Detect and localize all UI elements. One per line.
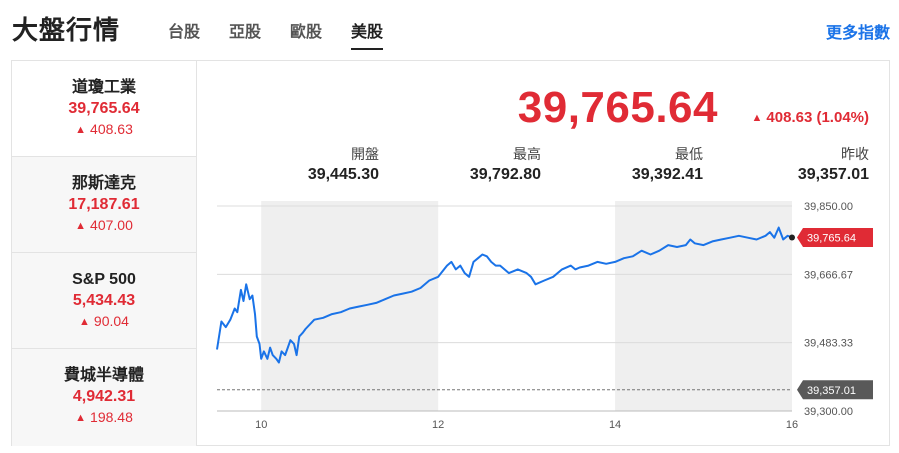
stat-prev-close: 昨收 39,357.01 <box>798 145 869 187</box>
series-line <box>216 226 793 364</box>
index-change: ▲ 408.63 <box>12 120 196 141</box>
index-value: 4,942.31 <box>72 388 136 405</box>
stat-label: 最低 <box>675 146 703 162</box>
index-change-value: 407.00 <box>90 217 133 233</box>
y-tick-label: 39,300.00 <box>804 406 853 418</box>
index-name: 道瓊工業 <box>71 79 136 96</box>
shaded-band <box>615 201 792 411</box>
index-value: 5,434.43 <box>72 292 136 309</box>
index-change-value: 408.63 <box>90 121 133 137</box>
price-change-value: 408.63 (1.04%) <box>766 109 869 126</box>
shaded-band <box>261 201 439 411</box>
index-name: 費城半導體 <box>63 367 144 384</box>
stat-label: 昨收 <box>841 146 869 162</box>
sidebar-item-sp500[interactable]: S&P 500 5,434.43 ▲ 90.04 <box>12 253 196 349</box>
stat-low: 最低 39,392.41 <box>632 145 703 187</box>
index-value: 17,187.61 <box>68 196 140 213</box>
up-triangle-icon: ▲ <box>75 124 87 136</box>
tab-label: 亞股 <box>229 24 262 41</box>
index-sidebar: 道瓊工業 39,765.64 ▲ 408.63 那斯達克 17,187.61 ▲ 4… <box>12 61 197 446</box>
last-value-tag <box>797 227 873 247</box>
index-name: 那斯達克 <box>71 175 136 192</box>
up-triangle-icon: ▲ <box>75 220 87 232</box>
price-change: ▲ 408.63 (1.04%) <box>752 109 869 126</box>
x-tick-label: 12 <box>432 419 444 431</box>
intraday-line-chart: 39,850.00 39,666.67 39,483.33 39,300.00 10 12… <box>216 201 873 431</box>
index-change: ▲ 90.04 <box>12 312 196 333</box>
last-value-label: 39,765.64 <box>807 232 856 244</box>
y-tick-label: 39,666.67 <box>804 269 853 281</box>
index-change: ▲ 198.48 <box>12 408 196 429</box>
stat-value: 39,357.01 <box>797 166 869 183</box>
index-name: S&P 500 <box>72 271 136 288</box>
stat-open: 開盤 39,445.30 <box>308 145 379 187</box>
x-tick-label: 14 <box>609 419 621 431</box>
sidebar-item-sox[interactable]: 費城半導體 4,942.31 ▲ 198.48 <box>12 349 196 445</box>
stat-label: 最高 <box>513 146 541 162</box>
y-tick-label: 39,850.00 <box>804 201 853 213</box>
index-change-value: 90.04 <box>93 313 129 329</box>
stat-label: 開盤 <box>351 146 379 162</box>
market-panel: 道瓊工業 39,765.64 ▲ 408.63 那斯達克 17,187.61 ▲ 4… <box>11 60 890 446</box>
tab-europe[interactable]: 歐股 <box>290 18 351 44</box>
tab-label: 台股 <box>168 24 201 41</box>
prev-close-label: 39,357.01 <box>807 385 856 397</box>
index-change-value: 198.48 <box>90 409 133 425</box>
tab-label: 歐股 <box>290 24 323 41</box>
page-title: 大盤行情 <box>12 15 121 45</box>
tab-label: 美股 <box>351 18 384 50</box>
up-triangle-icon: ▲ <box>75 412 87 424</box>
market-tabs: 台股 亞股 歐股 美股 <box>168 18 412 50</box>
tab-tw[interactable]: 台股 <box>168 18 229 44</box>
index-change: ▲ 407.00 <box>12 216 196 237</box>
sidebar-item-nasdaq[interactable]: 那斯達克 17,187.61 ▲ 407.00 <box>12 157 196 253</box>
y-tick-label: 39,483.33 <box>804 338 853 350</box>
tab-asia[interactable]: 亞股 <box>229 18 290 44</box>
tab-us[interactable]: 美股 <box>351 18 412 50</box>
up-triangle-icon: ▲ <box>79 316 90 328</box>
x-tick-label: 10 <box>255 419 267 431</box>
stat-value: 39,792.80 <box>469 166 541 183</box>
sidebar-item-dow[interactable]: 道瓊工業 39,765.64 ▲ 408.63 <box>12 61 196 157</box>
index-value: 39,765.64 <box>68 100 140 117</box>
last-point <box>789 234 795 241</box>
stat-high: 最高 39,792.80 <box>470 145 541 187</box>
up-triangle-icon: ▲ <box>751 112 763 124</box>
prev-close-tag <box>797 380 873 400</box>
x-tick-label: 16 <box>786 419 798 431</box>
more-indices-link[interactable]: 更多指數 <box>825 25 890 42</box>
current-price: 39,765.64 <box>517 83 718 132</box>
stat-value: 39,445.30 <box>307 166 379 183</box>
stat-value: 39,392.41 <box>631 166 703 183</box>
